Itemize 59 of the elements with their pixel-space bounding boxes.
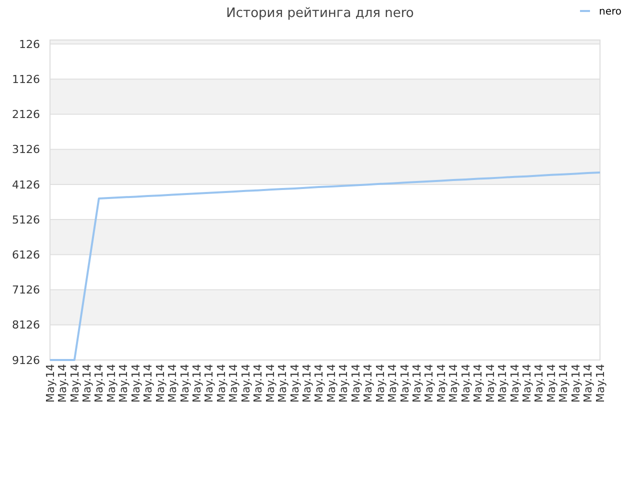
y-tick-label: 6126 (12, 248, 40, 262)
x-tick-label: May.14 (312, 364, 326, 403)
x-tick-label: May.14 (386, 364, 400, 403)
x-tick-label: May.14 (129, 364, 142, 403)
x-tick-label: May.14 (202, 364, 216, 403)
x-tick-label: May.14 (227, 364, 240, 403)
x-tick-label: May.14 (362, 364, 375, 403)
y-tick-label: 2126 (12, 108, 40, 122)
x-tick-label: May.14 (166, 364, 180, 403)
legend-label: nero (599, 6, 622, 18)
x-tick-label: May.14 (142, 364, 155, 403)
x-tick-label: May.14 (239, 364, 252, 403)
x-tick-label: May.14 (472, 364, 485, 403)
x-tick-label: May.14 (544, 364, 558, 403)
x-tick-label: May.14 (44, 364, 57, 403)
x-tick-label: May.14 (422, 364, 436, 403)
y-tick-label: 7126 (12, 284, 40, 297)
y-tick-label: 126 (19, 38, 40, 51)
y-tick-label: 3126 (12, 143, 40, 156)
x-tick-label: May.14 (324, 364, 338, 403)
x-tick-label: May.14 (214, 364, 228, 403)
x-tick-label: May.14 (252, 364, 265, 403)
x-tick-label: May.14 (276, 364, 290, 403)
x-tick-label: May.14 (434, 364, 448, 403)
y-tick-label: 9126 (12, 354, 40, 367)
x-tick-label: May.14 (410, 364, 424, 403)
y-tick-label: 1126 (12, 72, 40, 86)
x-tick-label: May.14 (508, 364, 522, 403)
x-tick-label: May.14 (349, 364, 362, 403)
x-tick-label: May.14 (288, 364, 302, 403)
x-tick-label: May.14 (459, 364, 472, 403)
x-tick-label: May.14 (594, 364, 607, 403)
x-tick-label: May.14 (104, 364, 118, 403)
x-tick-label: May.14 (569, 364, 582, 403)
x-tick-label: May.14 (557, 364, 570, 403)
x-tick-label: May.14 (520, 364, 534, 403)
x-tick-label: May.14 (337, 364, 350, 403)
x-tick-label: May.14 (56, 364, 70, 403)
x-tick-label: May.14 (496, 364, 510, 403)
x-tick-label: May.14 (92, 364, 106, 403)
x-tick-label: May.14 (190, 364, 204, 403)
x-tick-label: May.14 (398, 364, 412, 403)
y-tick-label: 8126 (12, 318, 40, 332)
x-tick-label: May.14 (300, 364, 314, 403)
x-tick-label: May.14 (447, 364, 460, 403)
x-tick-label: May.14 (484, 364, 497, 403)
x-tick-label: May.14 (68, 364, 82, 403)
x-tick-label: May.14 (178, 364, 192, 403)
x-tick-label: May.14 (80, 364, 94, 403)
x-tick-label: May.14 (532, 364, 546, 403)
x-tick-label: May.14 (374, 364, 387, 403)
x-tick-label: May.14 (264, 364, 277, 403)
line-series (49, 171, 601, 361)
chart-title: История рейтинга для nero (226, 6, 414, 21)
x-tick-label: May.14 (154, 364, 167, 403)
y-tick-label: 4126 (12, 178, 40, 192)
x-tick-label: May.14 (582, 364, 595, 403)
y-tick-label: 5126 (12, 213, 40, 226)
x-tick-label: May.14 (117, 364, 130, 403)
